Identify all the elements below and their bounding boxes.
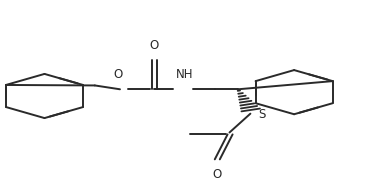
- Text: O: O: [150, 39, 159, 52]
- Text: NH: NH: [176, 68, 194, 81]
- Text: S: S: [259, 108, 266, 121]
- Text: O: O: [113, 68, 123, 81]
- Text: O: O: [212, 168, 221, 181]
